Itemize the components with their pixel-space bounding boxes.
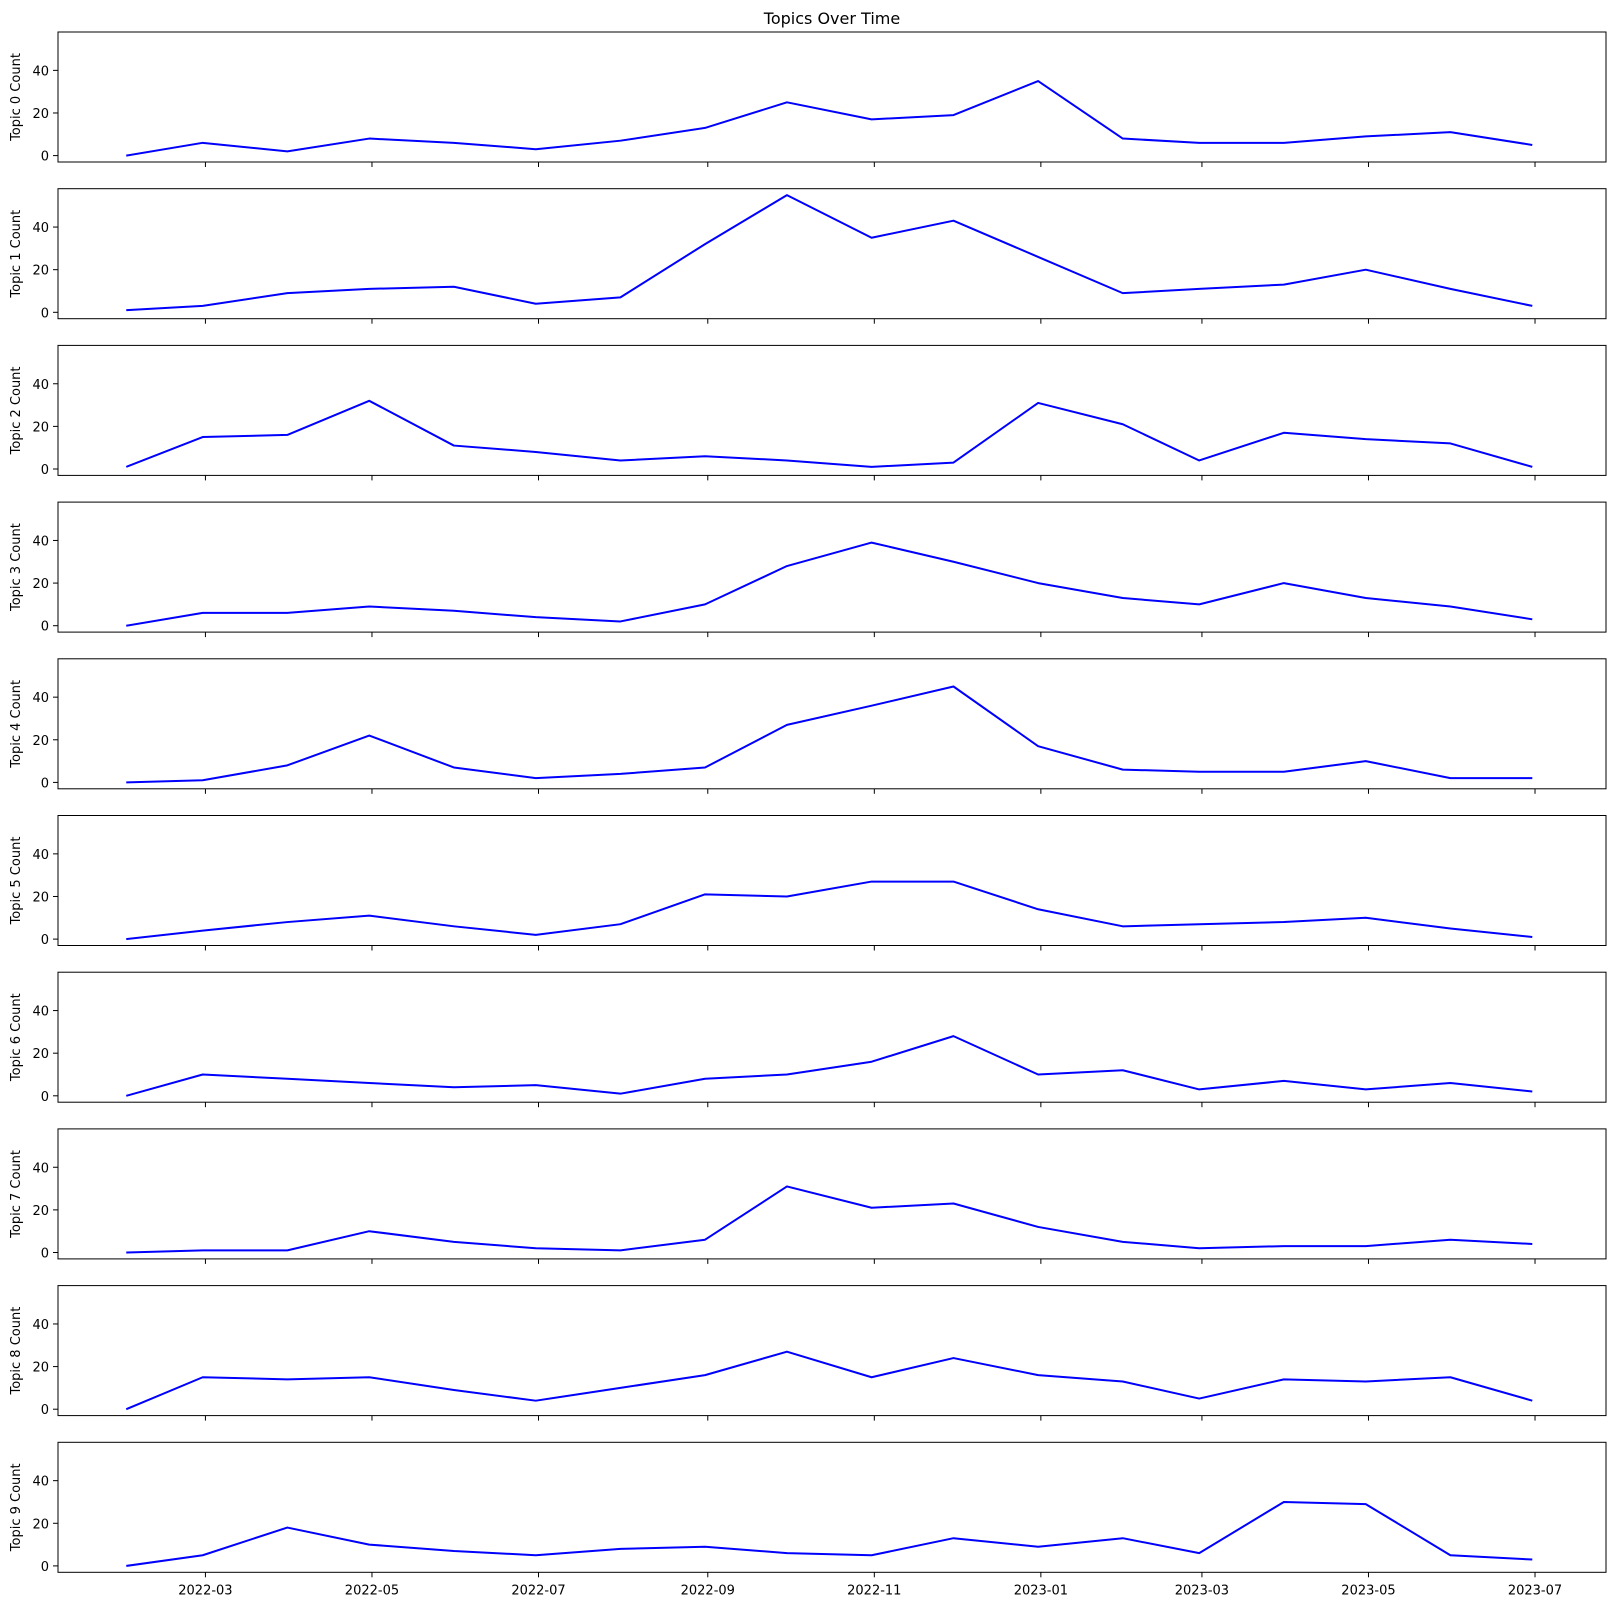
y-tick-label: 0 [41,463,49,478]
y-tick-label: 0 [41,306,49,321]
y-axis-label: Topic 7 Count [9,1150,24,1239]
y-tick-label: 20 [32,1047,49,1062]
y-tick-label: 40 [32,378,49,393]
panel-topic-3: 0 20 40 Topic 3 Count [9,502,1606,637]
y-axis-label: Topic 6 Count [9,993,24,1082]
y-tick-label: 20 [32,577,49,592]
y-axis-label: Topic 4 Count [9,680,24,769]
y-axis-label: Topic 3 Count [9,523,24,612]
y-tick-label: 20 [32,734,49,749]
chart-title: Topics Over Time [763,9,900,28]
y-tick-label: 40 [32,1318,49,1333]
axes-frame [58,189,1606,319]
y-axis-label: Topic 9 Count [9,1463,24,1552]
series-line-topic-8 [126,1352,1532,1410]
axes-frame [58,1129,1606,1259]
axes-frame [58,1442,1606,1572]
y-axis-label: Topic 1 Count [9,210,24,299]
series-line-topic-0 [126,81,1532,156]
series-line-topic-2 [126,401,1532,467]
y-tick-label: 0 [41,933,49,948]
x-tick-label: 2023-03 [1175,1583,1229,1598]
y-tick-label: 40 [32,1161,49,1176]
x-tick-label: 2023-07 [1508,1583,1562,1598]
y-tick-label: 20 [32,1361,49,1376]
y-tick-label: 20 [32,420,49,435]
y-tick-label: 20 [32,1204,49,1219]
x-tick-label: 2023-01 [1014,1583,1068,1598]
series-line-topic-1 [126,195,1532,310]
panel-topic-0: 0 20 40 Topic 0 Count [9,32,1606,167]
y-tick-label: 20 [32,1517,49,1532]
x-tick-label: 2022-07 [511,1583,565,1598]
series-line-topic-7 [126,1186,1532,1252]
x-tick-label: 2022-03 [178,1583,232,1598]
panel-topic-9: 0 20 40 Topic 9 Count 2022-03 2022-05 2022-07 2… [9,1442,1606,1598]
x-tick-label: 2023-05 [1341,1583,1395,1598]
panel-topic-6: 0 20 40 Topic 6 Count [9,972,1606,1107]
panel-topic-1: 0 20 40 Topic 1 Count [9,189,1606,324]
y-tick-label: 0 [41,1247,49,1262]
x-tick-label: 2022-11 [847,1583,901,1598]
panel-topic-2: 0 20 40 Topic 2 Count [9,345,1606,480]
axes-frame [58,345,1606,475]
y-tick-label: 0 [41,1403,49,1418]
y-axis-label: Topic 0 Count [9,53,24,142]
y-tick-label: 0 [41,620,49,635]
y-tick-label: 40 [32,1005,49,1020]
y-tick-label: 40 [32,221,49,236]
x-tick-label: 2022-09 [681,1583,735,1598]
y-tick-label: 20 [32,890,49,905]
axes-frame [58,659,1606,789]
y-tick-label: 20 [32,264,49,279]
series-line-topic-3 [126,543,1532,626]
y-tick-label: 40 [32,1475,49,1490]
series-line-topic-6 [126,1036,1532,1096]
y-axis-label: Topic 5 Count [9,837,24,926]
x-tick-label: 2022-05 [345,1583,399,1598]
y-axis-label: Topic 2 Count [9,366,24,455]
y-tick-label: 0 [41,1560,49,1575]
y-tick-label: 0 [41,1090,49,1105]
y-tick-label: 0 [41,776,49,791]
axes-frame [58,972,1606,1102]
axes-frame [58,816,1606,946]
axes-frame [58,32,1606,162]
y-axis-label: Topic 8 Count [9,1307,24,1396]
y-tick-label: 40 [32,534,49,549]
series-line-topic-5 [126,882,1532,940]
y-tick-label: 20 [32,107,49,122]
y-tick-label: 40 [32,64,49,79]
y-tick-label: 0 [41,150,49,165]
panel-topic-8: 0 20 40 Topic 8 Count [9,1286,1606,1421]
series-line-topic-4 [126,687,1532,783]
y-tick-label: 40 [32,691,49,706]
panel-topic-4: 0 20 40 Topic 4 Count [9,659,1606,794]
axes-frame [58,1286,1606,1416]
y-tick-label: 40 [32,848,49,863]
series-line-topic-9 [126,1502,1532,1566]
panel-topic-5: 0 20 40 Topic 5 Count [9,816,1606,951]
panel-topic-7: 0 20 40 Topic 7 Count [9,1129,1606,1264]
